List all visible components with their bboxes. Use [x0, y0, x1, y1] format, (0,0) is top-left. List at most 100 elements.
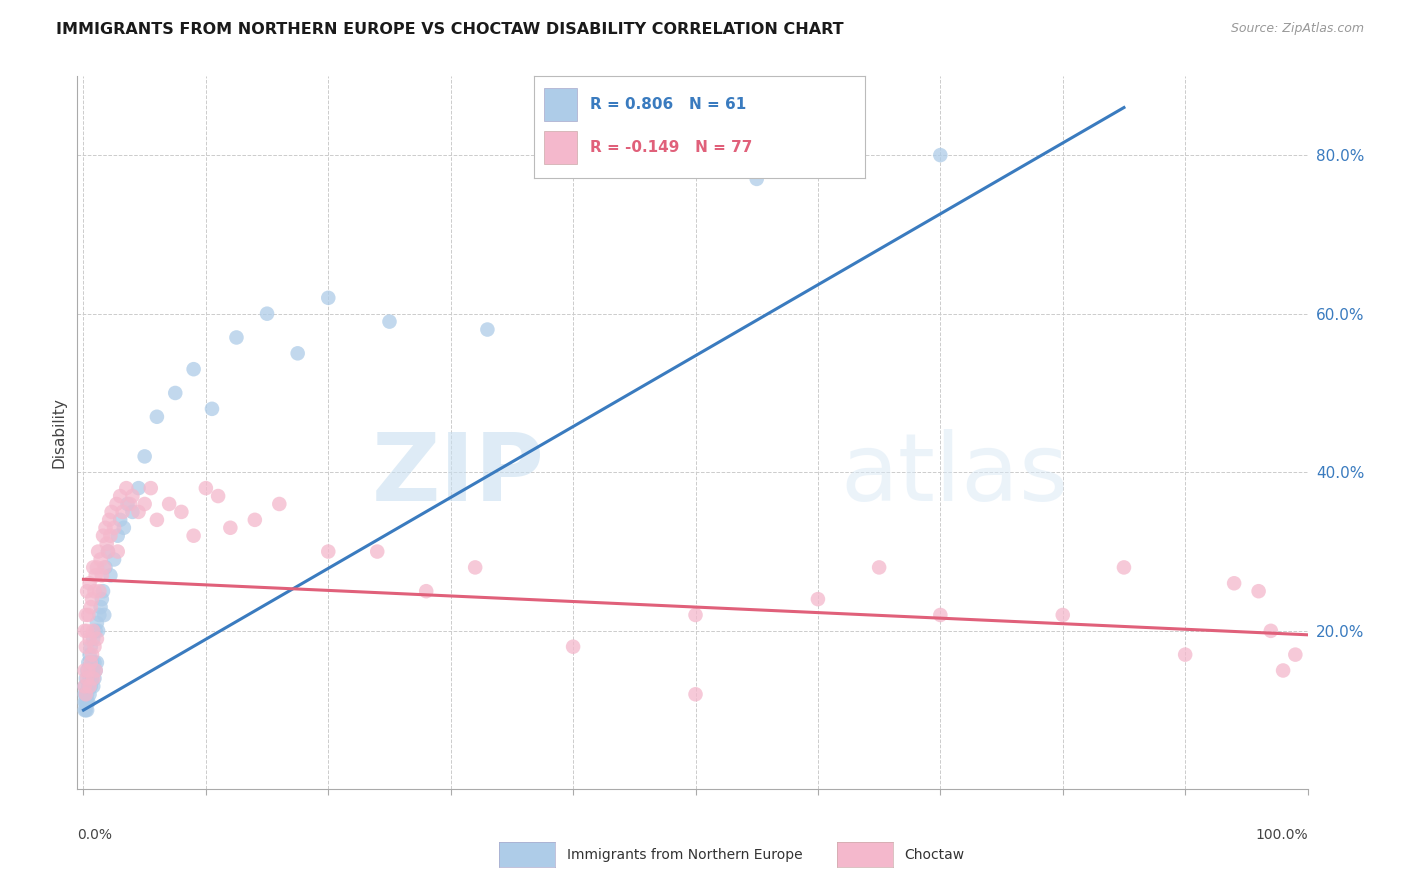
Point [83, 640, 105, 654]
Point [1284, 648, 1306, 662]
Point [108, 489, 131, 503]
Point [86, 615, 108, 630]
Point [98, 513, 121, 527]
Point [84, 664, 107, 678]
Point [243, 513, 266, 527]
Point [73, 664, 96, 678]
Point [75, 687, 97, 701]
Point [75, 640, 97, 654]
Text: 0.0%: 0.0% [77, 828, 112, 842]
Point [134, 450, 156, 464]
Point [73, 695, 96, 709]
Point [76, 695, 98, 709]
Point [87, 624, 110, 638]
Point [115, 481, 138, 495]
Point [1247, 584, 1270, 599]
Point [868, 560, 890, 574]
Point [79, 576, 101, 591]
Point [90, 568, 112, 582]
Point [73, 624, 96, 638]
Point [80, 656, 103, 670]
Point [89, 584, 111, 599]
Point [108, 513, 131, 527]
Point [100, 529, 122, 543]
Point [89, 607, 111, 622]
Bar [544, 88, 578, 121]
Point [121, 505, 143, 519]
Point [82, 664, 104, 678]
Point [79, 679, 101, 693]
Point [225, 330, 247, 344]
Text: atlas: atlas [841, 429, 1069, 522]
Point [1260, 624, 1282, 638]
Point [75, 695, 97, 709]
Point [73, 703, 96, 717]
Point [183, 362, 205, 376]
Point [80, 679, 103, 693]
Point [107, 544, 129, 558]
Point [378, 315, 401, 329]
Point [75, 703, 97, 717]
Point [73, 679, 96, 693]
Point [97, 544, 120, 558]
Point [77, 607, 100, 622]
Point [139, 481, 162, 495]
Point [134, 497, 156, 511]
Point [201, 401, 224, 416]
Point [79, 648, 101, 662]
Point [207, 489, 229, 503]
Point [929, 607, 952, 622]
Point [76, 703, 98, 717]
Point [83, 584, 105, 599]
Point [170, 505, 193, 519]
Point [87, 544, 110, 558]
Point [745, 172, 768, 186]
Point [82, 679, 104, 693]
Point [73, 687, 96, 701]
Point [464, 560, 486, 574]
Point [183, 529, 205, 543]
Y-axis label: Disability: Disability [51, 397, 66, 468]
Point [79, 632, 101, 646]
Point [83, 656, 105, 670]
Point [76, 624, 98, 638]
Point [82, 672, 104, 686]
Point [128, 505, 150, 519]
Point [1174, 648, 1197, 662]
Point [91, 529, 114, 543]
Point [90, 552, 112, 566]
Point [80, 600, 103, 615]
Point [165, 386, 187, 401]
Point [316, 291, 339, 305]
Point [269, 497, 291, 511]
Point [562, 640, 585, 654]
Point [76, 664, 98, 678]
Point [100, 568, 122, 582]
Point [685, 687, 707, 701]
Point [256, 307, 278, 321]
Point [93, 560, 115, 574]
Point [316, 544, 339, 558]
Point [80, 664, 103, 678]
Point [77, 656, 100, 670]
Point [75, 672, 97, 686]
Point [112, 521, 135, 535]
Point [82, 632, 104, 646]
Point [86, 656, 108, 670]
Point [77, 695, 100, 709]
Point [194, 481, 217, 495]
Point [75, 687, 97, 701]
Point [121, 489, 143, 503]
Point [76, 584, 98, 599]
Point [77, 679, 100, 693]
Point [97, 544, 120, 558]
Point [90, 600, 112, 615]
Point [117, 497, 139, 511]
Point [75, 607, 97, 622]
Point [415, 584, 437, 599]
Point [84, 568, 107, 582]
Point [94, 560, 117, 574]
Point [146, 513, 169, 527]
Point [83, 672, 105, 686]
Point [84, 664, 107, 678]
